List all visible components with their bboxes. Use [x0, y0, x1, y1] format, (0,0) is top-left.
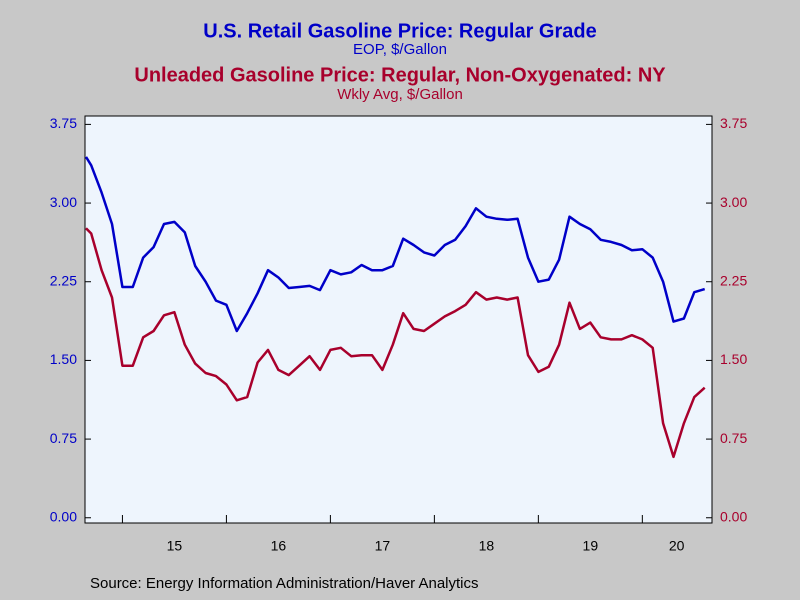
series-title: Unleaded Gasoline Price: Regular, Non-Ox… [134, 64, 666, 86]
y-tick-label: 0.75 [50, 430, 77, 446]
x-tick-label: 18 [479, 538, 495, 554]
plot-area [84, 115, 713, 524]
y2-tick-label: 2.25 [720, 272, 747, 288]
y2-tick-label: 3.75 [720, 115, 747, 131]
x-tick-label: 17 [375, 538, 391, 554]
series-line [84, 156, 706, 333]
series-unit: EOP, $/Gallon [353, 41, 447, 58]
y-tick-label: 1.50 [50, 351, 77, 367]
y2-tick-label: 1.50 [720, 351, 747, 367]
y-tick-label: 2.25 [50, 272, 77, 288]
y-tick-label: 3.00 [50, 194, 77, 210]
y-tick-label: 3.75 [50, 115, 77, 131]
source: Source: Energy Information Administratio… [90, 575, 479, 592]
y-tick-label: 0.00 [50, 508, 77, 524]
x-tick-label: 15 [167, 538, 183, 554]
y2-tick-label: 3.00 [720, 194, 747, 210]
series-unit: Wkly Avg, $/Gallon [337, 86, 463, 103]
y2-tick-label: 0.00 [720, 508, 747, 524]
y2-tick-label: 0.75 [720, 430, 747, 446]
x-tick-label: 16 [271, 538, 287, 554]
series-line [85, 227, 706, 459]
x-tick-label: 20 [669, 538, 685, 554]
x-tick-label: 19 [583, 538, 599, 554]
series-title: U.S. Retail Gasoline Price: Regular Grad… [203, 20, 596, 42]
